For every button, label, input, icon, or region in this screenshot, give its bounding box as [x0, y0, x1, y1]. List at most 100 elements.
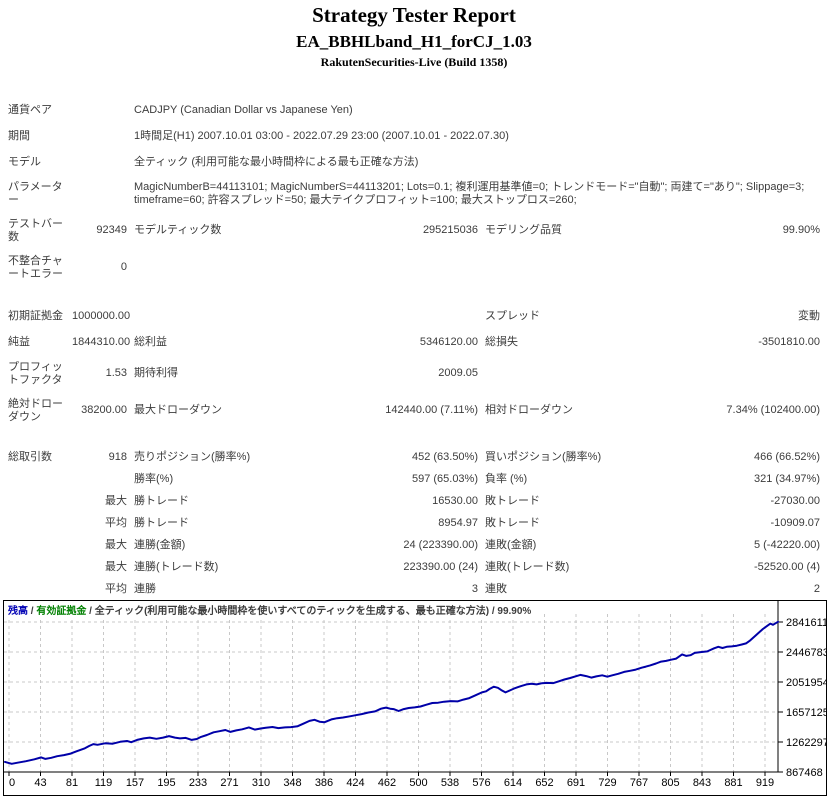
row-label-3: 連敗(金額) — [485, 538, 537, 551]
row-label-3: スプレッド — [485, 309, 540, 322]
row-value-1: 0 — [120, 261, 127, 273]
x-axis-label: 500 — [409, 777, 427, 789]
x-axis-label: 0 — [9, 777, 15, 789]
row-label-3: 相対ドローダウン — [485, 404, 573, 416]
x-axis-label: 652 — [535, 777, 553, 789]
row-value-3: 99.90% — [782, 224, 820, 236]
row-value-2: 2009.05 — [438, 367, 478, 379]
page-title: Strategy Tester Report — [312, 3, 516, 27]
row-label: 不整合チャートエラー — [8, 254, 63, 280]
report-row: プロフィットファクタ 1.53 期待利得 2009.05 — [8, 355, 820, 392]
x-axis-label: 919 — [756, 777, 774, 789]
row-label: テストバー数 — [8, 217, 63, 243]
report-row: パラメーター MagicNumberB=44113101; MagicNumber… — [8, 175, 820, 212]
x-axis-label: 767 — [630, 777, 648, 789]
row-spacer — [8, 286, 820, 303]
x-axis-label: 271 — [220, 777, 238, 789]
row-label-2: 勝トレード — [134, 516, 189, 529]
row-label-3: 総損失 — [485, 335, 518, 348]
row-label-3: 連敗 — [485, 582, 507, 595]
report-row: 総取引数 918 売りポジション(勝率%) 452 (63.50%) 買いポジション(勝… — [8, 446, 820, 468]
x-axis-label: 81 — [66, 777, 78, 789]
row-label-2: 連勝 — [134, 582, 156, 595]
report-row: 純益 1844310.00 総利益 5346120.00 総損失 -3501810.00 — [8, 329, 820, 355]
row-value-1: 平均 — [105, 516, 127, 529]
report-row: 最大 勝トレード 16530.00 敗トレード -27030.00 — [8, 490, 820, 512]
row-value-1: 918 — [108, 450, 127, 463]
y-axis-label: 2051954 — [786, 677, 826, 689]
report-row: 最大 連勝(金額) 24 (223390.00) 連敗(金額) 5 (-42220.00… — [8, 534, 820, 556]
row-value-3: 7.34% (102400.00) — [726, 404, 820, 416]
row-value-2: 295215036 — [422, 224, 478, 236]
row-value-1: 38200.00 — [81, 404, 127, 416]
server-build: RakutenSecurities-Live (Build 1358) — [320, 55, 508, 69]
report-row: 平均 連勝 3 連敗 2 — [8, 578, 820, 600]
row-value-3: 変動 — [798, 309, 820, 322]
x-axis-label: 614 — [504, 777, 522, 789]
row-value-2: 452 (63.50%) — [411, 450, 478, 463]
y-axis-label: 1262297 — [786, 737, 826, 749]
x-axis-label: 576 — [472, 777, 490, 789]
row-label: 通貨ペア — [8, 103, 52, 116]
report-row: 通貨ペア CADJPY (Canadian Dollar vs Japanese … — [8, 97, 820, 123]
row-wide-value: 1時間足(H1) 2007.10.01 03:00 - 2022.07.29 2… — [134, 129, 509, 142]
row-label-2: 勝率(%) — [134, 472, 174, 485]
row-label-2: 勝トレード — [134, 494, 189, 507]
row-value-1: 平均 — [105, 582, 127, 595]
y-axis-label: 2446783 — [786, 647, 826, 659]
row-wide-value: 全ティック (利用可能な最小時間枠による最も正確な方法) — [134, 155, 419, 168]
row-wide-value: MagicNumberB=44113101; MagicNumberS=4411… — [134, 180, 805, 206]
legend-separator: / — [489, 606, 498, 617]
x-axis-label: 195 — [157, 777, 175, 789]
row-value-1: 92349 — [96, 224, 127, 236]
equity-chart: 残高 / 有効証拠金 / 全ティック(利用可能な最小時間枠を使いすべてのティック… — [3, 600, 828, 796]
x-axis-label: 462 — [378, 777, 396, 789]
row-label: パラメーター — [8, 180, 63, 206]
row-label: 絶対ドローダウン — [8, 397, 63, 423]
row-value-2: 223390.00 (24) — [403, 560, 478, 573]
row-value-2: 24 (223390.00) — [403, 538, 478, 551]
model-label: 全ティック(利用可能な最小時間枠を使いすべてのティックを生成する、最も正確な方法… — [94, 606, 490, 617]
row-value-3: -3501810.00 — [758, 335, 820, 348]
x-axis-label: 424 — [346, 777, 364, 789]
report-row: 平均 勝トレード 8954.97 敗トレード -10909.07 — [8, 512, 820, 534]
row-value-2: 16530.00 — [432, 494, 478, 507]
row-value-2: 142440.00 (7.11%) — [385, 404, 478, 416]
row-value-3: 466 (66.52%) — [753, 450, 820, 463]
report-row: 最大 連勝(トレード数) 223390.00 (24) 連敗(トレード数) -52520… — [8, 556, 820, 578]
quality-label: 99.90% — [497, 606, 532, 617]
row-value-3: -27030.00 — [770, 494, 820, 507]
row-label: 初期証拠金 — [8, 309, 63, 322]
x-axis-label: 805 — [661, 777, 679, 789]
row-label: 期間 — [8, 129, 30, 142]
row-label-2: 売りポジション(勝率%) — [134, 450, 251, 463]
row-value-3: 5 (-42220.00) — [753, 538, 820, 551]
chart-legend: 残高 / 有効証拠金 / 全ティック(利用可能な最小時間枠を使いすべてのティック… — [8, 602, 535, 617]
x-axis-label: 729 — [598, 777, 616, 789]
x-axis-label: 348 — [283, 777, 301, 789]
report-row: 勝率(%) 597 (65.03%) 負率 (%) 321 (34.97%) — [8, 468, 820, 490]
row-label: 純益 — [8, 335, 30, 348]
row-label-2: 連勝(トレード数) — [134, 560, 219, 573]
row-value-1: 最大 — [105, 538, 127, 551]
row-wide-value: CADJPY (Canadian Dollar vs Japanese Yen) — [134, 103, 353, 116]
report-row: テストバー数 92349 モデルティック数 295215036 モデリング品質 99.90… — [8, 212, 820, 249]
equity-curve-svg: 0 43 81 119 157 195 233 271 310 348 386 424 462 500 53… — [4, 601, 828, 789]
x-axis-label: 157 — [126, 777, 144, 789]
report-row: 絶対ドローダウン 38200.00 最大ドローダウン 142440.00 (7.11%… — [8, 392, 820, 429]
row-value-3: -10909.07 — [770, 516, 820, 529]
y-axis-label: 2841611 — [786, 617, 826, 629]
report-row: 初期証拠金 1000000.00 スプレッド 変動 — [8, 303, 820, 329]
row-label-3: モデリング品質 — [485, 224, 562, 236]
row-label-2: モデルティック数 — [134, 224, 222, 236]
x-axis-label: 881 — [724, 777, 742, 789]
row-label-2: 期待利得 — [134, 367, 178, 379]
x-axis-label: 538 — [441, 777, 459, 789]
report-row: モデル 全ティック (利用可能な最小時間枠による最も正確な方法) — [8, 149, 820, 175]
row-value-2: 5346120.00 — [419, 335, 478, 348]
report-row: 期間 1時間足(H1) 2007.10.01 03:00 - 2022.07.29… — [8, 123, 820, 149]
row-label: モデル — [8, 155, 41, 168]
legend-separator: / — [86, 606, 95, 617]
balance-label: 残高 — [8, 606, 28, 617]
row-value-3: -52520.00 (4) — [753, 560, 820, 573]
